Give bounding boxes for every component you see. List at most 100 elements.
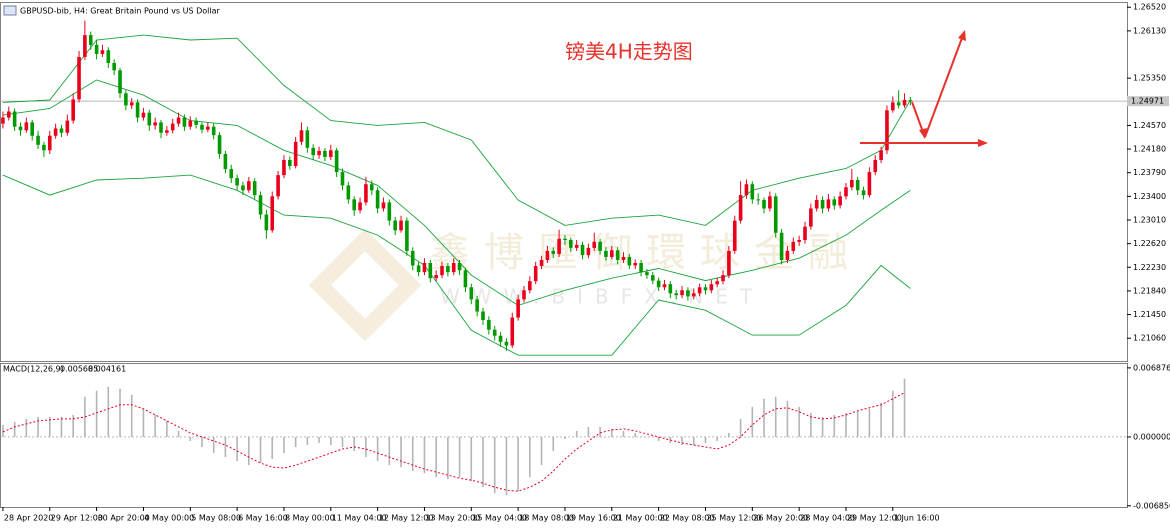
candle-body (586, 247, 591, 256)
x-tick-label: 6 May 16:00 (238, 514, 288, 523)
macd-bar (880, 402, 882, 437)
macd-bar (177, 430, 180, 437)
macd-bar (435, 436, 437, 478)
candle-body (153, 122, 157, 126)
macd-bar (810, 412, 812, 437)
candle-body (803, 226, 807, 240)
x-tick-label: 8 May 00:00 (285, 514, 335, 523)
arrow-head (978, 139, 988, 147)
y-tick-label: 1.24180 (1133, 145, 1166, 154)
x-tick-label: 13 May 20:00 (425, 514, 480, 523)
candle-body (393, 220, 397, 231)
candle-body (293, 141, 298, 167)
band-middle (2, 79, 911, 306)
macd-bar (482, 436, 484, 488)
macd-bar (236, 436, 238, 462)
y-tick-label: 1.22620 (1133, 239, 1166, 248)
candle-body (545, 250, 550, 260)
candle-body (703, 287, 708, 291)
candle-body (797, 239, 801, 242)
candle-body (159, 122, 163, 133)
candle-body (738, 195, 743, 221)
candle-body (908, 99, 913, 102)
band-lower (2, 174, 911, 356)
x-tick-label: 5 May 08:00 (191, 514, 241, 523)
candle-body (668, 284, 673, 294)
candle-body (94, 44, 99, 54)
macd-bar (283, 436, 285, 454)
candle-body (592, 241, 597, 248)
candle-body (680, 290, 684, 296)
macd-bar (681, 436, 683, 445)
y-tick-label: 1.21450 (1133, 310, 1166, 319)
candle-body (317, 150, 321, 156)
candle-body (53, 128, 58, 136)
y-tick-label: 0.006876 (1133, 363, 1170, 372)
candle-body (785, 250, 790, 260)
candle-body (252, 181, 257, 196)
macd-bar (48, 416, 51, 437)
macd-bar (271, 436, 274, 460)
candle-body (487, 319, 491, 330)
candle-body (650, 275, 655, 281)
candle-body (328, 150, 333, 157)
x-tick-label: 29 May 12:00 (847, 514, 902, 523)
macd-bar (306, 436, 309, 445)
macd-bar (505, 436, 508, 496)
macd-bar (248, 436, 250, 466)
candle-body (844, 187, 848, 197)
candle-body (850, 179, 854, 188)
macd-bar (130, 394, 133, 437)
arrow-line (911, 101, 924, 133)
candle-body (188, 120, 193, 127)
candle-body (323, 150, 327, 157)
candle-body (88, 35, 93, 45)
candle-body (334, 150, 339, 173)
x-tick-label: 4 May 00:00 (144, 514, 194, 523)
macd-bar (470, 436, 473, 482)
candle-body (569, 239, 573, 248)
candle-body (551, 250, 556, 254)
candle-body (697, 287, 702, 294)
candle-body (176, 117, 181, 124)
macd-bar (821, 416, 824, 437)
macd-bar (564, 436, 566, 439)
candle-body (563, 238, 567, 240)
candle-body (440, 266, 444, 276)
candle-body (6, 111, 11, 118)
signal-line (2, 392, 905, 492)
candle-body (574, 244, 579, 248)
candle-body (522, 290, 526, 300)
macd-bar (716, 436, 718, 441)
candle-body (855, 179, 860, 191)
candle-body (691, 293, 696, 297)
macd-bar (739, 418, 742, 437)
macd-panel (0, 363, 1128, 508)
candle-body (633, 263, 638, 266)
candle-body (422, 263, 427, 273)
macd-bar (856, 410, 859, 437)
y-tick-label: 1.24570 (1133, 121, 1166, 130)
candle-body (557, 238, 561, 254)
candle-body (135, 102, 140, 118)
y-tick-label: -0.006850 (1133, 501, 1170, 510)
macd-bar (786, 400, 789, 437)
macd-bar (517, 436, 519, 492)
candle-body (674, 293, 678, 296)
macd-bar (25, 418, 28, 437)
candle-body (24, 122, 29, 131)
candle-body (645, 272, 649, 276)
candle-body (387, 202, 392, 221)
macd-main-value: 0.005685 (60, 365, 98, 374)
candle-body (744, 184, 749, 196)
y-tick-label: 1.22230 (1133, 263, 1166, 272)
candle-body (241, 185, 245, 191)
candle-body (814, 199, 819, 209)
candle-body (826, 199, 831, 209)
macd-bar (845, 412, 847, 437)
macd-bar (294, 436, 297, 448)
candle-body (416, 265, 421, 273)
x-tick-label: 11 May 04:00 (332, 514, 387, 523)
y-tick-label: 1.21060 (1133, 334, 1166, 343)
candle-body (352, 199, 356, 211)
